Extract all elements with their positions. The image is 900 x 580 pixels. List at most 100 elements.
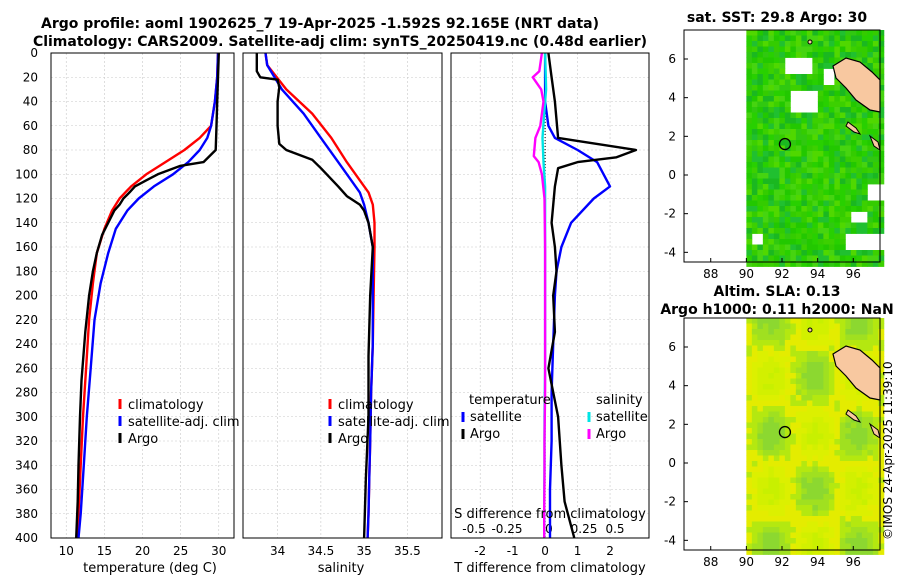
map-cell	[746, 323, 753, 330]
legend-entry: satellite	[470, 410, 522, 425]
map-cell	[751, 217, 758, 223]
sla-map-title-line1: Altim. SLA: 0.13	[713, 284, 840, 300]
x2-tick-label: 0.25	[571, 522, 598, 536]
map-cell	[806, 499, 813, 506]
land-islet	[807, 327, 813, 333]
map-cell	[757, 323, 764, 330]
map-y-tick-label: -2	[664, 495, 676, 509]
map-cell	[856, 516, 863, 522]
map-cell	[817, 35, 824, 42]
map-cell	[828, 35, 835, 42]
map-cell	[762, 433, 769, 440]
map-cell	[845, 395, 852, 401]
map-cell	[762, 222, 769, 229]
map-cell	[812, 527, 819, 533]
map-cell	[746, 85, 753, 91]
map-cell	[861, 428, 868, 434]
map-cell	[850, 340, 857, 346]
map-cell	[828, 118, 835, 124]
map-cell	[867, 340, 874, 346]
map-cell	[806, 318, 813, 324]
map-cell	[828, 57, 835, 64]
map-cell	[773, 222, 780, 229]
map-cell	[762, 173, 769, 179]
map-cell	[817, 521, 824, 528]
map-cell	[823, 52, 830, 58]
map-cell	[867, 228, 874, 234]
map-cell	[746, 543, 753, 550]
map-cell	[834, 206, 841, 212]
map-cell	[757, 107, 764, 113]
map-cell	[751, 516, 758, 522]
map-cell	[817, 156, 824, 163]
map-cell	[762, 184, 769, 190]
map-cell	[762, 351, 769, 357]
y-tick-label: 200	[15, 289, 38, 303]
map-cell	[790, 145, 797, 152]
map-cell	[779, 477, 786, 484]
map-cell	[757, 499, 764, 506]
map-cell	[839, 373, 846, 379]
map-cell	[828, 510, 835, 517]
map-cell	[856, 411, 863, 418]
map-cell	[773, 433, 780, 440]
map-cell	[839, 239, 846, 245]
map-cell	[834, 184, 841, 190]
map-cell	[878, 516, 885, 522]
map-cell	[806, 466, 813, 473]
map-cell	[817, 351, 824, 357]
map-cell	[746, 527, 753, 533]
map-cell	[757, 516, 764, 522]
map-cell	[812, 46, 819, 53]
map-cell	[790, 30, 797, 36]
map-cell	[850, 167, 857, 174]
map-cell	[812, 450, 819, 456]
map-cell	[878, 538, 885, 544]
map-cell	[878, 334, 885, 341]
map-cell	[878, 261, 885, 267]
map-cell	[856, 521, 863, 528]
map-cell	[790, 439, 797, 445]
map-cell	[806, 189, 813, 196]
map-cell	[828, 351, 835, 357]
x-tick-label: 35.5	[394, 544, 421, 558]
map-cell	[784, 261, 791, 267]
map-cell	[779, 345, 786, 352]
y-tick-label: 0	[30, 46, 38, 60]
map-cell	[839, 200, 846, 207]
map-cell	[834, 233, 841, 240]
map-cell	[806, 400, 813, 407]
map-cell	[795, 206, 802, 212]
map-cell	[779, 85, 786, 91]
map-cell	[762, 362, 769, 368]
map-cell	[823, 41, 830, 47]
map-cell	[872, 505, 879, 511]
map-cell	[812, 505, 819, 511]
map-cell	[751, 123, 758, 130]
map-cell	[878, 367, 885, 374]
map-cell	[867, 466, 874, 473]
map-cell	[878, 156, 885, 163]
map-cell	[834, 510, 841, 517]
map-cell	[746, 211, 753, 218]
map-cell	[773, 329, 780, 335]
map-cell	[784, 439, 791, 445]
map-cell	[872, 400, 879, 407]
map-cell	[872, 510, 879, 517]
map-cell	[784, 395, 791, 401]
map-cell	[861, 538, 868, 544]
map-cell	[784, 373, 791, 379]
map-cell	[790, 400, 797, 407]
map-cell	[839, 422, 846, 429]
map-cell	[828, 134, 835, 141]
map-cell	[828, 406, 835, 412]
map-cell	[823, 206, 830, 212]
map-cell	[834, 250, 841, 256]
map-cell	[795, 384, 802, 390]
map-cell	[773, 455, 780, 462]
map-cell	[834, 406, 841, 412]
map-cell	[801, 134, 808, 141]
map-cell	[806, 461, 813, 467]
map-cell	[817, 162, 824, 168]
map-cell	[801, 228, 808, 234]
